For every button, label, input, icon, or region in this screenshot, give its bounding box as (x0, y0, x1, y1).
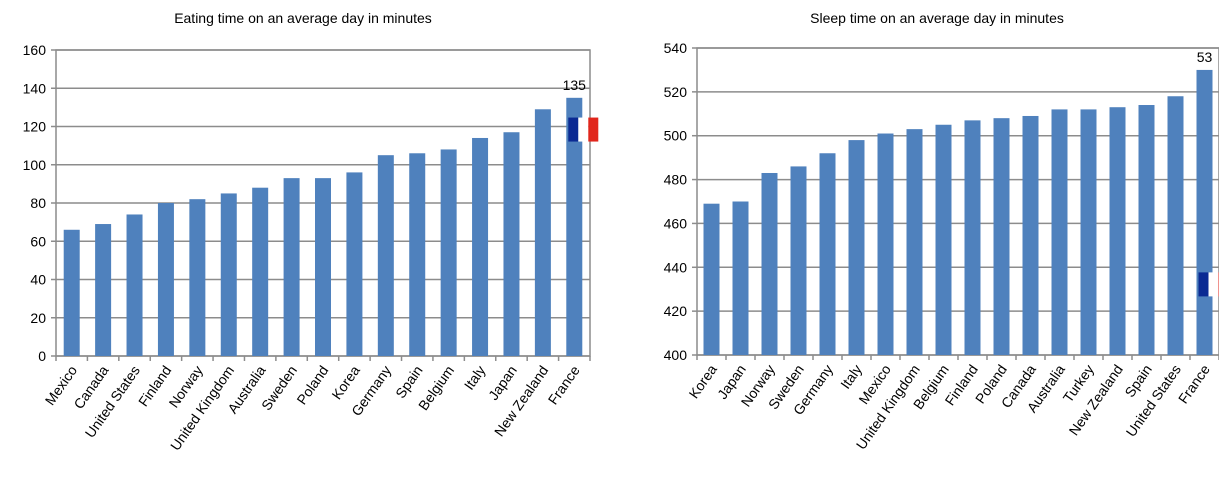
data-label-france: 135 (563, 77, 587, 93)
y-tick-label-60: 60 (30, 233, 46, 249)
plot-area (697, 48, 1219, 355)
flag-red-stripe (588, 117, 599, 142)
bar-norway (189, 199, 206, 356)
y-tick-label-0: 0 (38, 348, 46, 364)
bar-finland (964, 120, 981, 355)
y-tick-label-480: 480 (664, 172, 688, 188)
x-tick-label-poland: Poland (293, 363, 331, 408)
bar-canada (95, 224, 112, 356)
y-tick-label-20: 20 (30, 310, 46, 326)
bar-sweden (790, 166, 807, 355)
y-tick-label-40: 40 (30, 272, 46, 288)
bar-united-kingdom (906, 129, 923, 355)
bar-united-kingdom (220, 193, 237, 356)
chart-title: Eating time on an average day in minutes (174, 10, 432, 26)
eating-time-chart: Eating time on an average day in minutes… (23, 10, 599, 453)
bar-poland (315, 178, 331, 356)
y-tick-label-80: 80 (30, 195, 46, 211)
x-tick-label-italy: Italy (837, 362, 865, 392)
bar-mexico (63, 229, 80, 356)
bar-korea (703, 203, 720, 355)
bar-belgium (935, 124, 952, 355)
bar-italy (848, 140, 865, 355)
x-tick-label-france: France (545, 362, 583, 407)
bar-finland (157, 203, 174, 356)
french-flag-icon (1198, 272, 1219, 297)
bar-united-states (126, 214, 143, 356)
flag-white-stripe (578, 117, 589, 142)
y-tick-label-140: 140 (23, 80, 47, 96)
y-tick-label-540: 540 (664, 40, 688, 56)
bar-japan (503, 132, 520, 356)
x-tick-label-korea: Korea (685, 361, 720, 401)
bar-canada (1022, 115, 1039, 355)
flag-blue-stripe (1198, 272, 1209, 297)
bar-australia (1051, 109, 1068, 356)
bar-germany (377, 155, 394, 356)
y-tick-label-420: 420 (664, 303, 688, 319)
x-tick-label-france: France (1175, 361, 1213, 406)
y-tick-label-400: 400 (664, 347, 688, 363)
bar-france (566, 97, 583, 356)
bar-korea (346, 172, 363, 356)
x-tick-label-united-states: United States (1123, 362, 1184, 440)
bar-mexico (877, 133, 894, 355)
bar-sweden (283, 178, 300, 356)
bar-spain (1138, 105, 1155, 355)
bar-united-states (1167, 96, 1184, 355)
data-label-france: 53 (1197, 49, 1213, 65)
x-tick-label-italy: Italy (461, 363, 489, 393)
bar-new-zealand (534, 109, 551, 356)
y-tick-label-500: 500 (664, 128, 688, 144)
flag-white-stripe (1208, 272, 1219, 297)
y-tick-label-440: 440 (664, 259, 688, 275)
bar-france (1196, 69, 1213, 355)
y-tick-label-160: 160 (23, 42, 47, 58)
bar-italy (472, 137, 489, 356)
chart-title: Sleep time on an average day in minutes (810, 10, 1064, 26)
bar-new-zealand (1109, 107, 1126, 355)
y-tick-label-100: 100 (23, 157, 47, 173)
bar-germany (819, 153, 836, 355)
bar-turkey (1080, 109, 1097, 356)
bar-australia (252, 187, 269, 356)
flag-blue-stripe (568, 117, 579, 142)
bar-spain (409, 153, 426, 356)
bar-japan (732, 201, 749, 355)
french-flag-icon (568, 117, 599, 142)
y-tick-label-460: 460 (664, 215, 688, 231)
bar-norway (761, 172, 778, 355)
bar-poland (993, 118, 1010, 356)
y-tick-label-520: 520 (664, 84, 688, 100)
y-tick-label-120: 120 (23, 119, 47, 135)
bar-belgium (440, 149, 457, 356)
sleep-time-chart: Sleep time on an average day in minutes 4… (664, 10, 1219, 452)
